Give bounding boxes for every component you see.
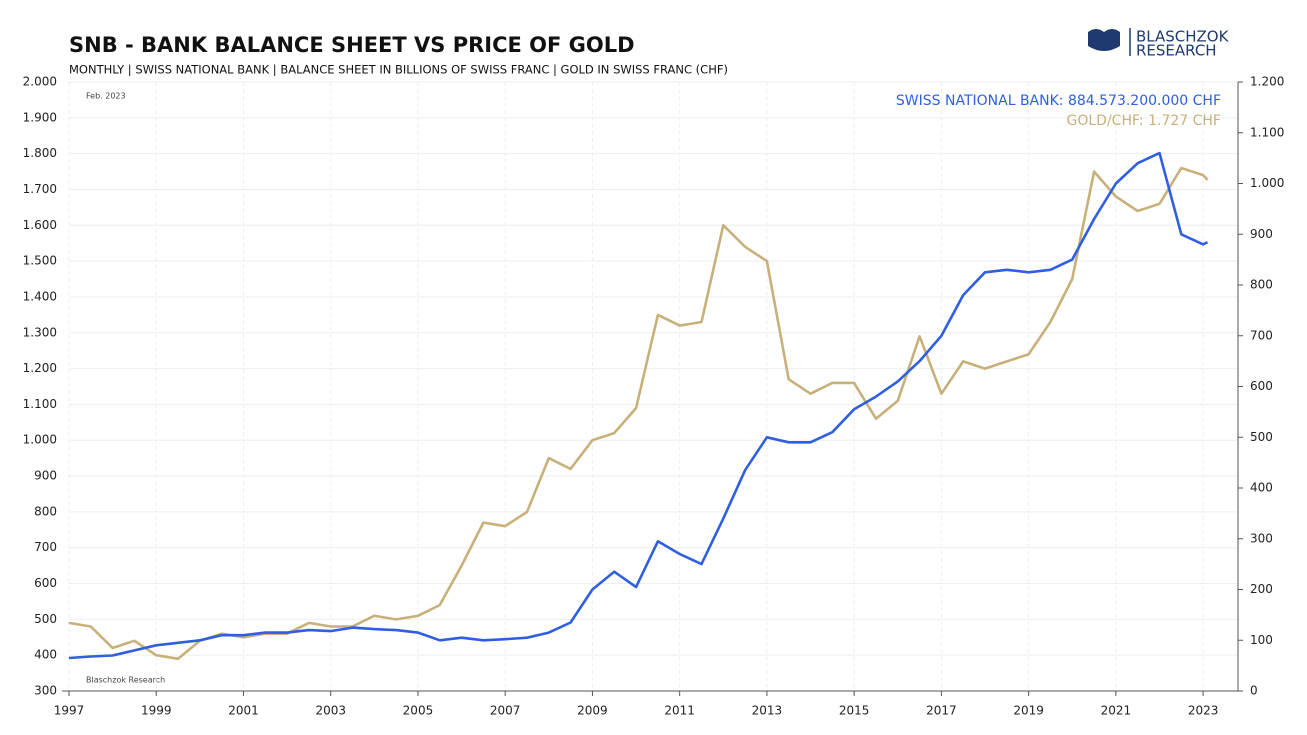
y2-tick-label: 400 xyxy=(1250,481,1273,495)
y-tick-label: 1.900 xyxy=(23,110,57,124)
y-tick-label: 1.300 xyxy=(23,325,57,339)
logo-text: RESEARCH xyxy=(1136,42,1217,60)
y-tick-label: 1.400 xyxy=(23,289,57,303)
y-tick-label: 400 xyxy=(34,648,57,662)
x-tick-label: 2023 xyxy=(1188,704,1219,718)
x-tick-label: 2003 xyxy=(315,704,346,718)
y-tick-label: 1.500 xyxy=(23,254,57,268)
y-tick-label: 500 xyxy=(34,612,57,626)
y2-tick-label: 700 xyxy=(1250,328,1273,342)
x-tick-label: 2021 xyxy=(1101,704,1132,718)
y-tick-label: 1.100 xyxy=(23,397,57,411)
legend-entry: GOLD/CHF: 1.727 CHF xyxy=(1067,113,1222,129)
y-tick-label: 300 xyxy=(34,684,57,698)
x-tick-label: 2011 xyxy=(664,704,695,718)
y2-tick-label: 600 xyxy=(1250,379,1273,393)
y2-tick-label: 200 xyxy=(1250,582,1273,596)
x-tick-label: 2001 xyxy=(228,704,259,718)
y2-tick-label: 800 xyxy=(1250,278,1273,292)
y-tick-label: 1.700 xyxy=(23,182,57,196)
y2-tick-label: 500 xyxy=(1250,430,1273,444)
y2-tick-label: 1.100 xyxy=(1250,125,1284,139)
y-tick-label: 1.600 xyxy=(23,218,57,232)
y2-tick-label: 1.200 xyxy=(1250,75,1284,89)
logo: BLASCHZOK RESEARCH xyxy=(1088,28,1230,60)
y-tick-label: 700 xyxy=(34,540,57,554)
y-tick-label: 1.000 xyxy=(23,433,57,447)
legend-entry: SWISS NATIONAL BANK: 884.573.200.000 CHF xyxy=(896,93,1221,109)
y-tick-label: 800 xyxy=(34,504,57,518)
y-tick-label: 1.800 xyxy=(23,146,57,160)
y2-tick-label: 300 xyxy=(1250,531,1273,545)
date-note: Feb. 2023 xyxy=(86,92,126,101)
x-tick-label: 1999 xyxy=(141,704,172,718)
x-tick-label: 2017 xyxy=(926,704,957,718)
y2-tick-label: 900 xyxy=(1250,227,1273,241)
x-tick-label: 2019 xyxy=(1013,704,1044,718)
chart-title: SNB - BANK BALANCE SHEET VS PRICE OF GOL… xyxy=(69,33,635,57)
y-tick-label: 900 xyxy=(34,469,57,483)
x-tick-label: 2015 xyxy=(839,704,870,718)
y-tick-label: 600 xyxy=(34,576,57,590)
series-line xyxy=(68,151,1209,660)
chart-subtitle: MONTHLY | SWISS NATIONAL BANK | BALANCE … xyxy=(69,63,728,77)
y2-tick-label: 0 xyxy=(1250,684,1258,698)
y2-tick-label: 100 xyxy=(1250,633,1273,647)
y-tick-label: 2.000 xyxy=(23,75,57,89)
logo-icon xyxy=(1088,29,1120,51)
logo-text: BLASCHZOK xyxy=(1136,28,1230,46)
x-tick-label: 2007 xyxy=(490,704,521,718)
x-tick-label: 1997 xyxy=(54,704,85,718)
watermark: Blaschzok Research xyxy=(86,676,165,685)
y2-tick-label: 1.000 xyxy=(1250,176,1284,190)
x-tick-label: 2005 xyxy=(403,704,434,718)
x-tick-label: 2013 xyxy=(752,704,783,718)
x-tick-label: 2009 xyxy=(577,704,608,718)
y-tick-label: 1.200 xyxy=(23,361,57,375)
